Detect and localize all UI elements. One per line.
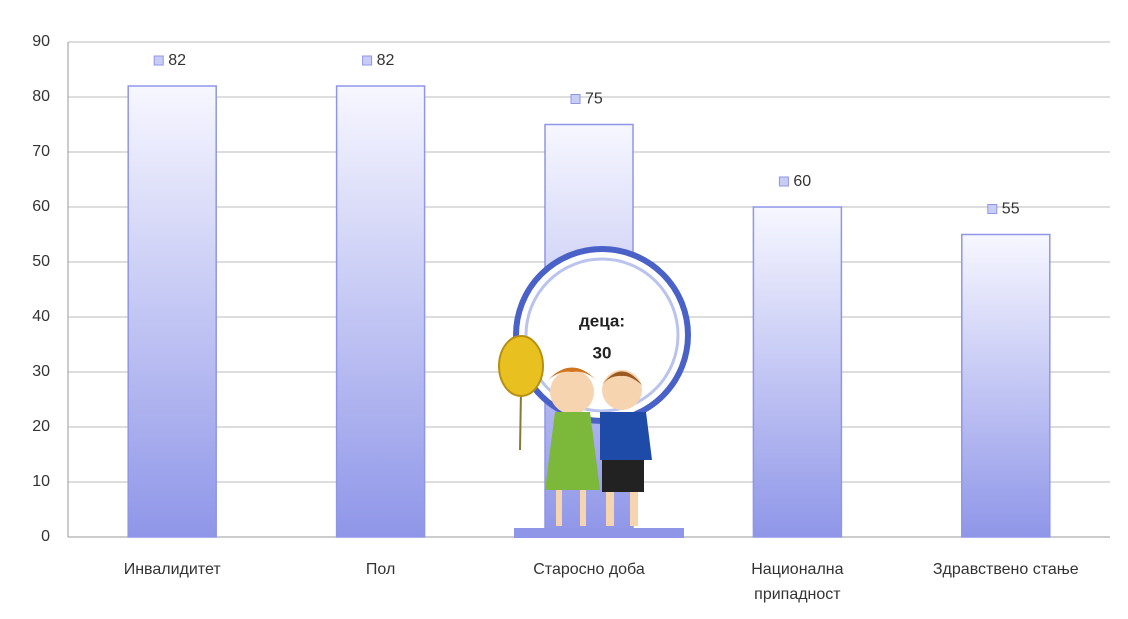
x-tick-label: Инвалидитет: [72, 557, 272, 582]
value-label: 82: [377, 52, 395, 69]
y-tick-label: 70: [32, 143, 50, 160]
x-tick-label: Здравствено стање: [906, 557, 1106, 582]
y-tick-label: 40: [32, 308, 50, 325]
bar: [128, 86, 216, 537]
y-tick-label: 30: [32, 363, 50, 380]
y-tick-label: 20: [32, 418, 50, 435]
annotation-value: 30: [593, 343, 612, 362]
value-label: 55: [1002, 201, 1020, 218]
value-label: 60: [793, 173, 811, 190]
x-tick-label: Национална припадност: [697, 557, 897, 607]
y-tick-label: 50: [32, 253, 50, 270]
bar: [962, 235, 1050, 538]
value-marker: [988, 205, 997, 214]
value-label: 82: [168, 52, 186, 69]
value-label: 75: [585, 91, 603, 108]
chart: 0 10 20 30 40 50 60 70 80 90 82 82 75 60 55 деца: 30: [0, 0, 1128, 619]
annotation-label: деца:: [579, 311, 625, 330]
y-tick-label: 80: [32, 88, 50, 105]
value-marker: [779, 177, 788, 186]
page: 0102030405060708090 8282756055 деца: 30 …: [0, 0, 1128, 619]
bar: [753, 207, 841, 537]
y-tick-label: 90: [32, 33, 50, 50]
y-tick-label: 60: [32, 198, 50, 215]
x-tick-label: Пол: [281, 557, 481, 582]
y-tick-label: 0: [41, 528, 50, 545]
bar: [337, 86, 425, 537]
x-tick-label: Старосно доба: [489, 557, 689, 582]
value-marker: [363, 56, 372, 65]
value-marker: [154, 56, 163, 65]
y-tick-label: 10: [32, 473, 50, 490]
value-marker: [571, 95, 580, 104]
